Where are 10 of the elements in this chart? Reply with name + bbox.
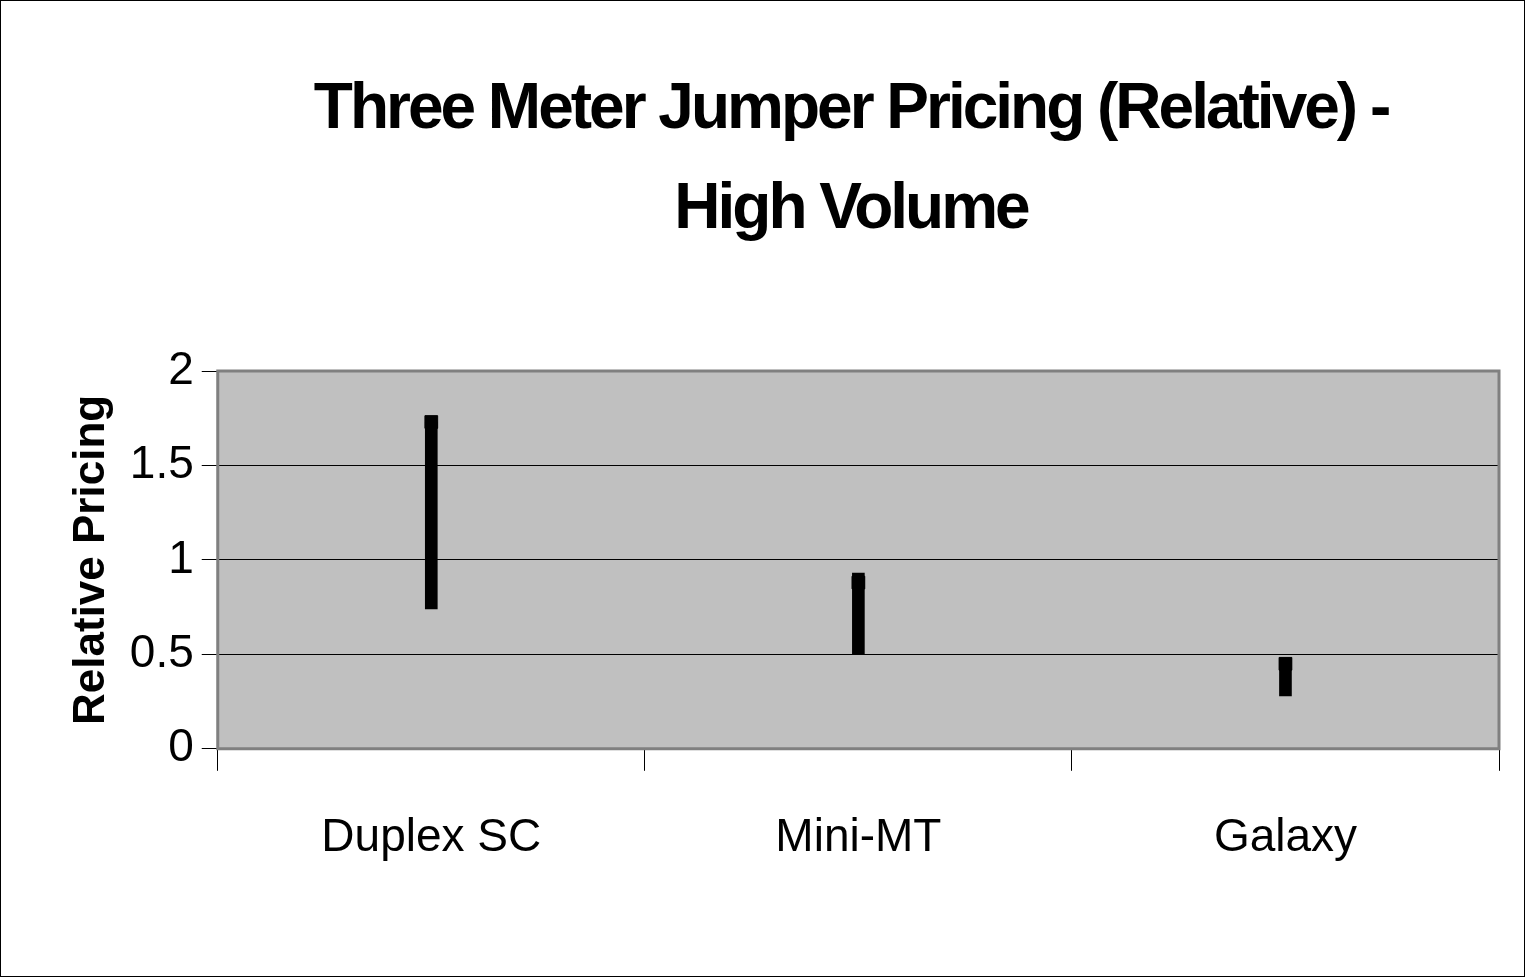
y-tick-label: 0 [168,719,194,772]
y-tick-label: 1 [168,530,194,583]
y-tick-label: 2 [168,341,194,394]
y-tick-label: 1.5 [129,436,194,489]
x-tick-label: Mini-MT [775,809,942,862]
chart-title: Three Meter Jumper Pricing (Relative) - High Volume [312,69,1390,244]
y-tick-label: 0.5 [129,625,194,678]
y-axis-title: Relative Pricing [63,394,113,725]
x-tick-label: Galaxy [1213,809,1358,862]
x-tick-label: Duplex SC [321,809,542,862]
